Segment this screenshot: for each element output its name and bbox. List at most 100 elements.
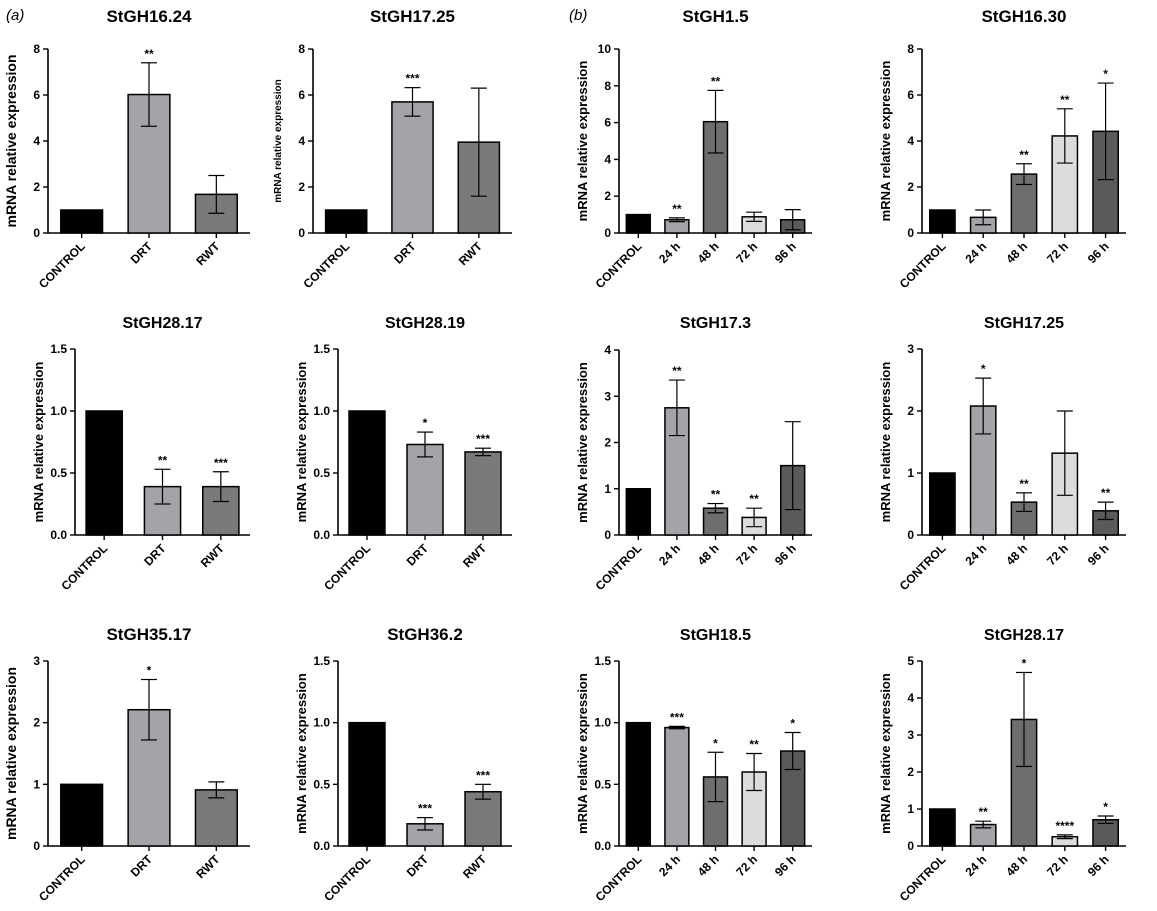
x-tick-label: RWT bbox=[456, 239, 486, 269]
y-axis-label: mRNA relative expression bbox=[575, 61, 590, 222]
x-tick-label: CONTROL bbox=[897, 852, 949, 904]
significance-label: *** bbox=[476, 432, 490, 446]
y-tick-label: 1.0 bbox=[594, 716, 611, 730]
x-tick-label: CONTROL bbox=[897, 239, 949, 291]
y-tick-label: 1.0 bbox=[313, 716, 330, 730]
significance-label: * bbox=[981, 362, 986, 376]
chart-10: StGH18.5 mRNA relative expression 0.0 0.5 1.… bbox=[575, 627, 812, 904]
x-tick-label: CONTROL bbox=[593, 541, 645, 593]
x-tick-label: 24 h bbox=[656, 239, 683, 266]
bar bbox=[929, 808, 956, 847]
x-tick-label: DRT bbox=[141, 541, 169, 569]
significance-label: ** bbox=[158, 453, 168, 467]
x-tick-label: 96 h bbox=[1085, 239, 1112, 266]
chart-title: StGH35.17 bbox=[106, 625, 191, 644]
y-tick-label: 2 bbox=[907, 765, 914, 779]
x-tick-label: 48 h bbox=[695, 852, 722, 879]
y-tick-label: 8 bbox=[33, 42, 40, 56]
significance-label: ** bbox=[144, 47, 154, 61]
y-axis-label: mRNA relative expression bbox=[878, 673, 893, 834]
y-tick-label: 0.5 bbox=[313, 466, 330, 480]
x-tick-label: 48 h bbox=[1003, 541, 1030, 568]
significance-label: *** bbox=[418, 802, 432, 816]
x-tick-label: 96 h bbox=[1085, 541, 1112, 568]
significance-label: *** bbox=[405, 72, 419, 86]
chart-6: StGH17.3 mRNA relative expression 0 1 2 3 4 CON… bbox=[575, 315, 812, 593]
y-tick-label: 0 bbox=[298, 226, 305, 240]
chart-3: StGH16.30 mRNA relative expression 0 2 4 6 8 CO… bbox=[878, 7, 1126, 291]
chart-5: StGH28.19 mRNA relative expression 0.0 0.5 1… bbox=[294, 315, 512, 593]
charts-group: StGH16.24 mRNA relative expression 0 2 4 6 8 CO… bbox=[3, 7, 1126, 904]
y-tick-label: 1.5 bbox=[594, 654, 611, 668]
y-tick-label: 0.5 bbox=[50, 466, 67, 480]
y-tick-label: 2 bbox=[907, 180, 914, 194]
x-tick-label: 72 h bbox=[1044, 541, 1071, 568]
x-tick-label: 48 h bbox=[695, 239, 722, 266]
x-tick-label: RWT bbox=[193, 239, 223, 269]
x-tick-label: RWT bbox=[193, 852, 223, 882]
significance-label: ** bbox=[1019, 148, 1029, 162]
chart-title: StGH28.17 bbox=[122, 315, 202, 332]
y-axis-label: mRNA relative expression bbox=[273, 79, 284, 203]
x-tick-label: DRT bbox=[404, 541, 432, 569]
y-tick-label: 8 bbox=[604, 79, 611, 93]
significance-label: ** bbox=[1060, 93, 1070, 107]
y-tick-label: 0.5 bbox=[594, 777, 611, 791]
x-tick-label: 72 h bbox=[1044, 852, 1071, 879]
y-tick-label: 4 bbox=[604, 343, 611, 357]
chart-title: StGH16.24 bbox=[106, 7, 192, 26]
y-axis-label: mRNA relative expression bbox=[3, 55, 19, 228]
x-tick-label: 24 h bbox=[656, 541, 683, 568]
chart-2: StGH1.5 mRNA relative expression 0 2 4 6 8 10 CO… bbox=[575, 7, 812, 291]
x-tick-label: DRT bbox=[391, 239, 419, 267]
x-tick-label: 96 h bbox=[772, 239, 799, 266]
y-tick-label: 1.5 bbox=[313, 342, 330, 356]
y-axis-label: mRNA relative expression bbox=[575, 673, 590, 834]
y-axis-label: mRNA relative expression bbox=[294, 362, 309, 523]
y-tick-label: 8 bbox=[907, 42, 914, 56]
y-tick-label: 2 bbox=[298, 180, 305, 194]
y-tick-label: 3 bbox=[33, 654, 40, 668]
x-tick-label: RWT bbox=[460, 541, 490, 571]
y-tick-label: 0.0 bbox=[313, 839, 330, 853]
panel-label-b: (b) bbox=[569, 7, 587, 24]
x-tick-label: 72 h bbox=[733, 541, 760, 568]
significance-label: * bbox=[713, 736, 718, 750]
y-tick-label: 4 bbox=[298, 134, 305, 148]
x-tick-label: CONTROL bbox=[300, 239, 352, 291]
y-axis-label: mRNA relative expression bbox=[31, 362, 46, 523]
y-tick-label: 0 bbox=[604, 226, 611, 240]
y-tick-label: 2 bbox=[604, 189, 611, 203]
y-tick-label: 4 bbox=[907, 134, 914, 148]
significance-label: * bbox=[423, 416, 428, 430]
x-tick-label: CONTROL bbox=[36, 239, 88, 291]
y-tick-label: 3 bbox=[604, 389, 611, 403]
significance-label: ** bbox=[979, 805, 989, 819]
significance-label: ** bbox=[749, 738, 759, 752]
chart-7: StGH17.25 mRNA relative expression 0 1 2 3 CON… bbox=[878, 315, 1126, 593]
y-tick-label: 0 bbox=[907, 839, 914, 853]
x-tick-label: 48 h bbox=[1003, 239, 1030, 266]
x-tick-label: DRT bbox=[404, 852, 432, 880]
x-tick-label: 48 h bbox=[1003, 852, 1030, 879]
x-tick-label: 24 h bbox=[962, 541, 989, 568]
chart-title: StGH17.25 bbox=[984, 315, 1064, 332]
y-tick-label: 4 bbox=[907, 691, 914, 705]
chart-4: StGH28.17 mRNA relative expression 0.0 0.5 1… bbox=[31, 315, 250, 593]
y-tick-label: 1.5 bbox=[50, 342, 67, 356]
x-tick-label: 24 h bbox=[962, 852, 989, 879]
bar bbox=[625, 488, 652, 536]
x-tick-label: DRT bbox=[128, 239, 156, 267]
y-tick-label: 3 bbox=[907, 342, 914, 356]
chart-title: StGH28.17 bbox=[984, 627, 1064, 644]
x-tick-label: 48 h bbox=[695, 541, 722, 568]
y-tick-label: 1.0 bbox=[313, 404, 330, 418]
chart-11: StGH28.17 mRNA relative expression 0 1 2 3 4 5 C… bbox=[878, 627, 1126, 904]
y-tick-label: 8 bbox=[298, 42, 305, 56]
y-tick-label: 2 bbox=[33, 180, 40, 194]
chart-8: StGH35.17 mRNA relative expression 0 1 2 3 CON… bbox=[3, 625, 250, 904]
chart-title: StGH18.5 bbox=[680, 627, 751, 644]
bar bbox=[60, 783, 104, 847]
x-tick-label: 96 h bbox=[772, 541, 799, 568]
